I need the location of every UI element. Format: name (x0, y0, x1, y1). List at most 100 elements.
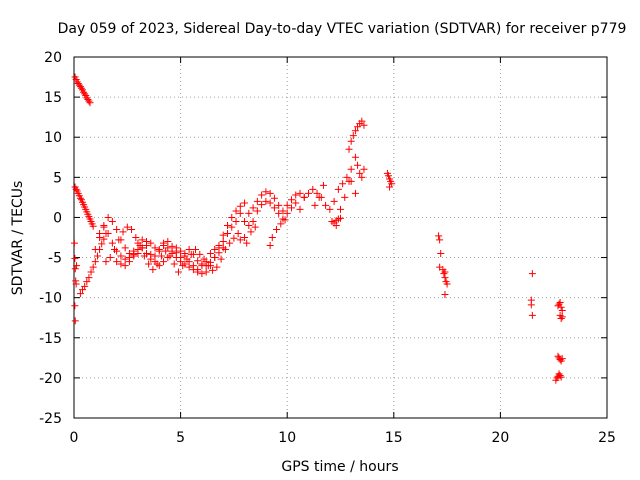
data-point (206, 258, 214, 266)
data-point (275, 201, 283, 209)
data-point (241, 234, 249, 241)
data-point (145, 260, 153, 268)
y-tick-label: -25 (39, 411, 62, 427)
data-point (440, 270, 448, 278)
data-point (232, 207, 240, 215)
y-tick-label: 15 (44, 90, 62, 106)
data-point (104, 213, 112, 221)
data-point (91, 258, 99, 266)
data-point (341, 193, 349, 201)
data-point (349, 132, 357, 140)
data-point (81, 90, 89, 98)
data-point (219, 231, 227, 239)
data-point (279, 207, 287, 215)
data-point (198, 270, 206, 278)
data-point (117, 252, 125, 260)
data-point (119, 228, 127, 236)
data-point (155, 246, 163, 254)
data-point (151, 244, 159, 252)
series-h17 (435, 232, 451, 298)
data-point (115, 236, 123, 244)
data-point (315, 193, 323, 201)
data-point (194, 266, 202, 274)
data-point (151, 252, 159, 260)
data-point (283, 209, 291, 217)
data-point (228, 223, 236, 231)
data-point (558, 307, 566, 315)
data-point (130, 250, 138, 258)
data-point (162, 247, 170, 255)
data-point (360, 165, 368, 173)
data-point (224, 229, 232, 237)
data-point (245, 221, 253, 229)
data-point (111, 246, 119, 254)
data-point (213, 263, 221, 271)
data-point (337, 214, 344, 222)
data-point (277, 220, 285, 228)
series-main-c (102, 223, 242, 276)
data-point (160, 239, 168, 247)
grid-lines (74, 57, 607, 418)
data-point (147, 239, 155, 247)
data-point (337, 205, 344, 213)
data-point (81, 282, 89, 290)
series-h15 (383, 169, 396, 191)
data-point (142, 242, 150, 250)
data-point (132, 234, 140, 241)
data-point (87, 268, 95, 276)
data-point (266, 199, 274, 207)
data-point (108, 239, 116, 247)
data-point (123, 223, 131, 231)
data-point (253, 207, 261, 215)
data-point (138, 236, 146, 244)
data-point (249, 217, 257, 225)
series-peak (345, 117, 368, 197)
data-point (262, 197, 270, 205)
data-point (211, 254, 219, 262)
series-rise-from-trough (76, 229, 110, 298)
data-point (153, 260, 161, 268)
data-point (258, 201, 266, 209)
data-point (232, 217, 240, 225)
data-point (149, 266, 157, 274)
data-point (443, 280, 451, 288)
data-point (247, 228, 255, 236)
data-point (72, 280, 80, 288)
data-point (384, 172, 392, 180)
series-low-12 (328, 214, 344, 229)
data-point (181, 250, 189, 258)
data-point (435, 232, 443, 240)
data-point (76, 290, 84, 298)
data-point (125, 258, 133, 266)
data-point (339, 180, 347, 188)
data-point (386, 183, 394, 191)
data-point (266, 242, 274, 250)
data-point (166, 252, 174, 260)
data-point (91, 246, 99, 254)
data-point (253, 197, 261, 205)
data-point (334, 185, 342, 193)
series-main-a (91, 199, 249, 278)
data-point (183, 255, 191, 263)
data-point (71, 254, 79, 262)
data-point (83, 278, 91, 286)
data-point (71, 265, 79, 273)
data-point (147, 255, 155, 263)
data-point (121, 262, 129, 270)
chart-title: Day 059 of 2023, Sidereal Day-to-day VTE… (58, 21, 627, 37)
data-point (192, 246, 200, 254)
series-mid-rise-a (241, 188, 308, 225)
data-point (241, 199, 249, 207)
data-point (356, 169, 364, 177)
data-point (358, 117, 366, 125)
series-early-mid (71, 183, 97, 230)
data-point (96, 229, 104, 237)
data-point (170, 260, 178, 268)
axis-ticks: 0 5 10 15 20 25 -25 -20 -15 -10 -5 0 5 10 15 20 (39, 50, 616, 446)
data-point (300, 193, 308, 201)
data-point (528, 311, 536, 319)
data-point (266, 189, 274, 197)
data-point (360, 121, 368, 129)
data-point (305, 189, 313, 197)
